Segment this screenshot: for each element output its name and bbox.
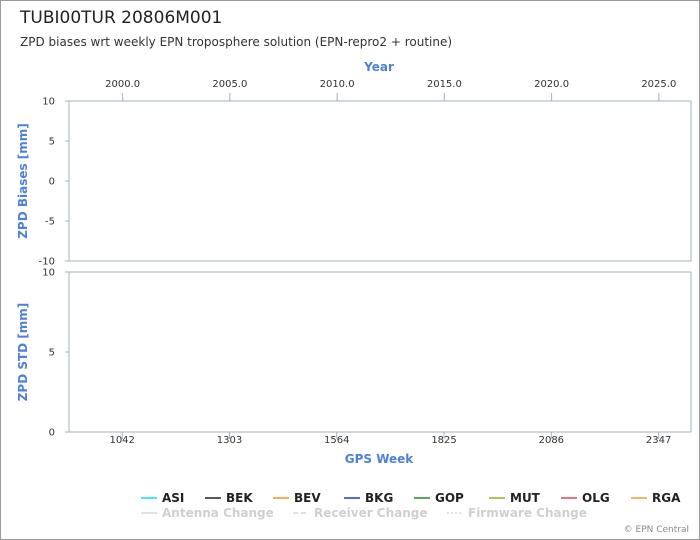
- legend-label-change-2: Firmware Change: [468, 506, 587, 520]
- std-plot-area: [68, 271, 692, 433]
- legend-label-bev: BEV: [294, 491, 321, 505]
- bias-y-tick-label: -5: [45, 217, 55, 228]
- top-axis-tick-label: 2020.0: [534, 79, 569, 90]
- legend-label-gop: GOP: [435, 491, 464, 505]
- bias-y-tick-label: 10: [42, 97, 55, 108]
- std-y-tick-label: 10: [42, 268, 55, 279]
- legend-label-change-1: Receiver Change: [314, 506, 428, 520]
- legend: ASI BEK BEV BKG GOP MUT OLG RGA Antenna Change Re…: [141, 491, 681, 520]
- chart-subtitle: ZPD biases wrt weekly EPN troposphere so…: [20, 35, 453, 49]
- bottom-axis-title: GPS Week: [345, 452, 415, 466]
- legend-label-bek: BEK: [226, 491, 253, 505]
- top-axis-tick-label: 2025.0: [641, 79, 676, 90]
- bias-y-tick-label: -10: [39, 257, 55, 268]
- legend-label-asi: ASI: [162, 491, 184, 505]
- bottom-axis-tick-label: 1303: [217, 435, 242, 446]
- chart-title: TUBI00TUR 20806M001: [20, 8, 223, 28]
- top-axis-tick-label: 2000.0: [105, 79, 140, 90]
- bottom-axis-tick-label: 1042: [109, 435, 134, 446]
- std-y-tick-label: 5: [49, 348, 55, 359]
- bias-plot-area: [68, 100, 692, 262]
- bottom-axis-tick-label: 1564: [324, 435, 349, 446]
- top-axis-tick-label: 2010.0: [320, 79, 355, 90]
- bias-y-tick-label: 5: [49, 137, 55, 148]
- top-axis-tick-label: 2005.0: [212, 79, 247, 90]
- legend-label-rga: RGA: [652, 491, 681, 505]
- legend-label-olg: OLG: [582, 491, 610, 505]
- bottom-axis-tick-label: 2086: [539, 435, 564, 446]
- top-axis-tick-label: 2015.0: [427, 79, 462, 90]
- top-axis-title: Year: [363, 60, 394, 74]
- std-y-tick-label: 0: [49, 428, 55, 439]
- legend-label-mut: MUT: [510, 491, 541, 505]
- bottom-axis-tick-label: 1825: [431, 435, 456, 446]
- bias-axis-title: ZPD Biases [mm]: [16, 123, 30, 239]
- legend-label-change-0: Antenna Change: [162, 506, 274, 520]
- credit-text: © EPN Central: [623, 525, 689, 535]
- legend-label-bkg: BKG: [365, 491, 393, 505]
- bottom-axis-tick-label: 2347: [646, 435, 671, 446]
- bias-y-tick-label: 0: [49, 177, 55, 188]
- std-axis-title: ZPD STD [mm]: [16, 303, 30, 402]
- axes-group: 2000.0 2005.0 2010.0 2015.0 2020.0 2025.0 1042…: [39, 79, 692, 446]
